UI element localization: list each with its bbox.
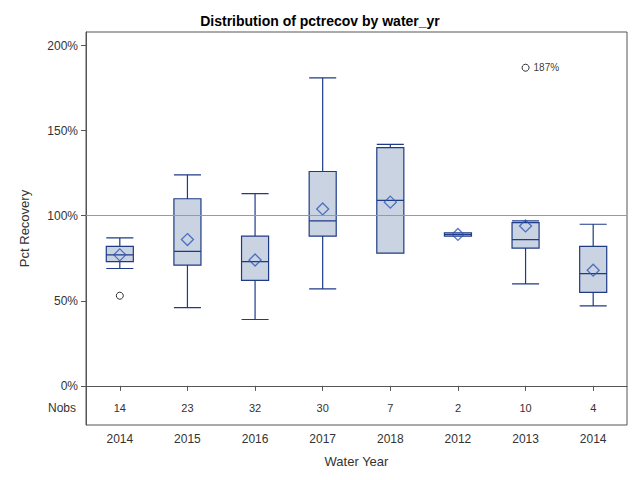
svg-text:Water Year: Water Year	[325, 454, 390, 469]
svg-text:2012: 2012	[445, 432, 472, 446]
svg-text:Nobs: Nobs	[48, 401, 76, 415]
svg-text:14: 14	[114, 402, 126, 414]
svg-text:187%: 187%	[534, 62, 560, 73]
svg-text:Distribution of pctrecov by wa: Distribution of pctrecov by water_yr	[200, 13, 440, 29]
svg-text:50%: 50%	[54, 294, 78, 308]
svg-text:2014: 2014	[106, 432, 133, 446]
svg-text:7: 7	[387, 402, 393, 414]
svg-text:23: 23	[181, 402, 193, 414]
svg-text:150%: 150%	[47, 124, 78, 138]
svg-text:Pct Recovery: Pct Recovery	[17, 189, 32, 267]
svg-text:32: 32	[249, 402, 261, 414]
svg-text:30: 30	[317, 402, 329, 414]
svg-text:2016: 2016	[242, 432, 269, 446]
svg-text:2: 2	[455, 402, 461, 414]
svg-text:2013: 2013	[512, 432, 539, 446]
svg-text:4: 4	[590, 402, 596, 414]
svg-text:2014: 2014	[580, 432, 607, 446]
svg-text:200%: 200%	[47, 39, 78, 53]
svg-text:100%: 100%	[47, 209, 78, 223]
svg-text:2018: 2018	[377, 432, 404, 446]
svg-text:2017: 2017	[309, 432, 336, 446]
svg-text:2015: 2015	[174, 432, 201, 446]
svg-text:0%: 0%	[61, 379, 79, 393]
svg-text:10: 10	[519, 402, 531, 414]
